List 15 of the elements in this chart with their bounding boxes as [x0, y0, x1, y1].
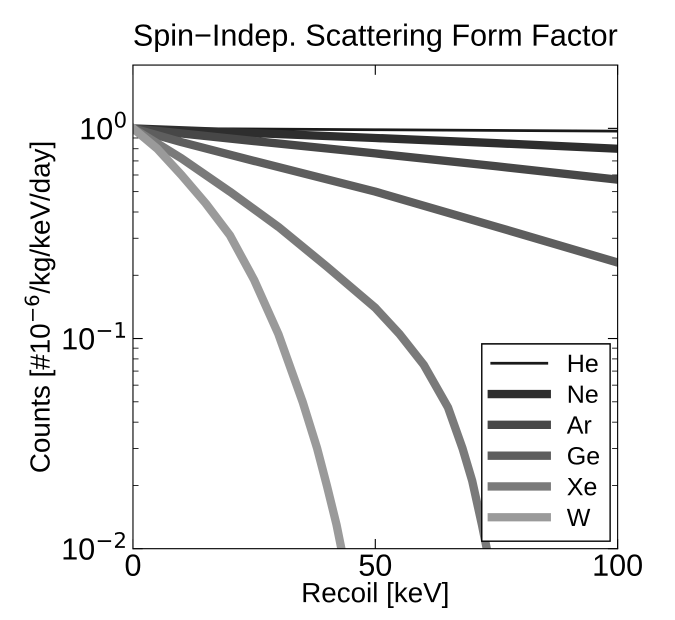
legend-label: Ne: [568, 386, 598, 404]
legend-label: Xe: [567, 478, 596, 496]
y-tick-label: 10$^{−2}$: [64, 532, 125, 560]
chart-title: Spin−Indep. Scattering Form Factor: [134, 24, 618, 52]
x-tick-label: 100: [594, 554, 642, 576]
x-axis-title: Recoil [keV]: [303, 582, 448, 608]
y-axis-title: Counts [#10$^{−6}$/kg/keV/day]: [24, 142, 56, 472]
y-tick-label: 10$^{0}$: [82, 112, 126, 140]
legend-label: W: [566, 508, 590, 526]
x-tick-label: 50: [360, 554, 392, 576]
legend-label: Ge: [568, 446, 600, 465]
y-tick-label: 10$^{−1}$: [64, 322, 126, 350]
legend-label: Ar: [566, 416, 592, 434]
legend-label: He: [568, 354, 598, 372]
x-tick-label: 0: [126, 554, 140, 576]
